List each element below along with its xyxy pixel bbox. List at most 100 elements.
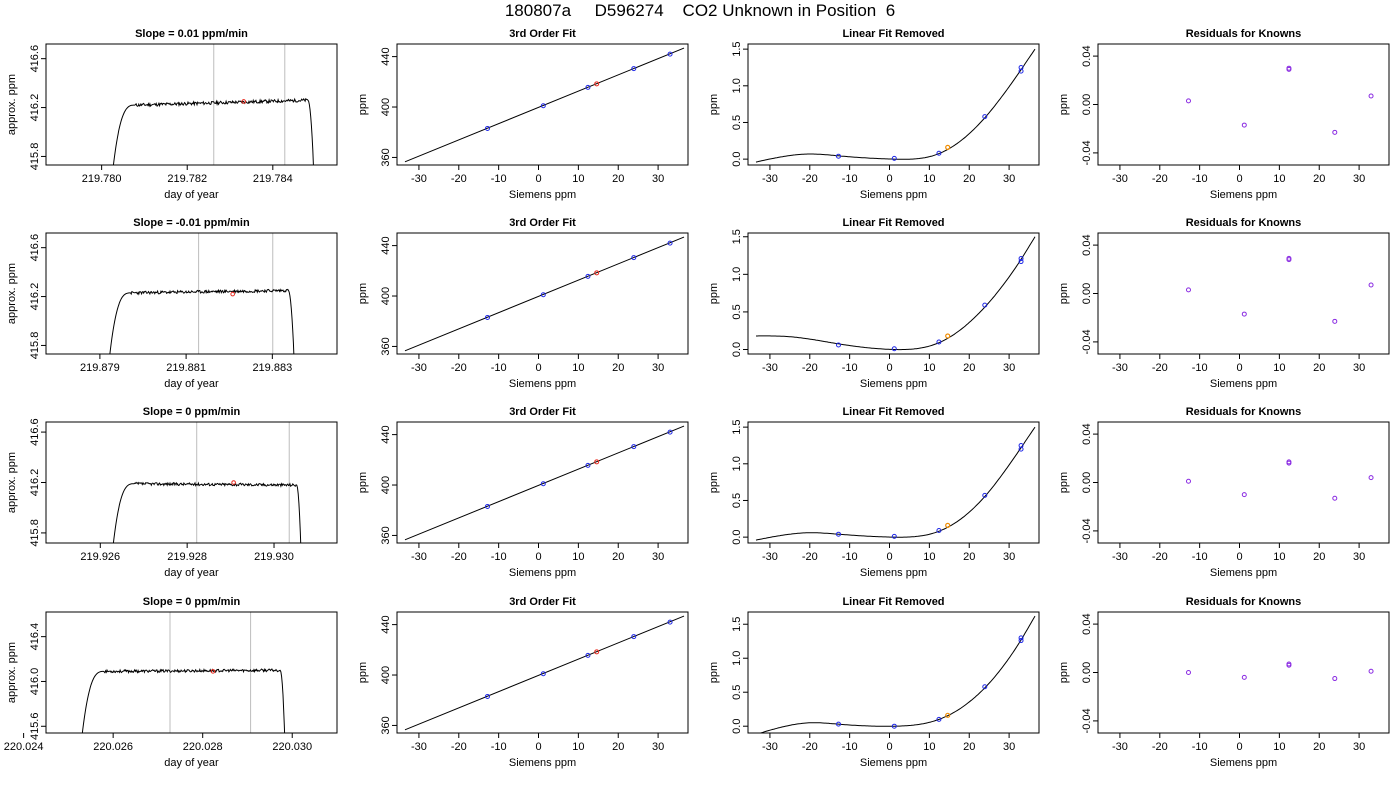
known-point [1018, 64, 1024, 70]
x-axis-label: day of year [164, 757, 219, 769]
x-axis-label: Siemens ppm [1210, 757, 1277, 769]
x-tick-label: 20 [963, 551, 975, 563]
residual-point [1185, 98, 1191, 104]
x-tick-label: 0 [535, 551, 541, 563]
y-tick-label: 360 [380, 337, 392, 355]
residual-point [1368, 475, 1374, 481]
x-axis-label: Siemens ppm [509, 189, 576, 201]
plot-area [404, 425, 685, 541]
x-axis-label: Siemens ppm [860, 757, 927, 769]
x-tick-label: -30 [762, 551, 778, 563]
residual-point [1185, 287, 1191, 293]
y-tick-label: 416.2 [29, 283, 41, 311]
y-axis-label: ppm [1058, 283, 1070, 304]
x-tick-label: 0 [1236, 551, 1242, 563]
panel-trace-row-2: Slope = 0 ppm/min 219.926 219.928 219.930 41… [6, 406, 338, 579]
chart-title: 3rd Order Fit [509, 596, 576, 608]
x-tick-label: 30 [1003, 551, 1015, 563]
x-tick-label: 220.026 [93, 741, 133, 753]
plot-area [1185, 661, 1374, 682]
x-tick-label: 20 [1313, 173, 1325, 185]
unknown-point [594, 459, 600, 465]
y-tick-label: 415.8 [29, 143, 41, 171]
x-axis-label: Siemens ppm [860, 189, 927, 201]
plot-frame [747, 611, 1040, 734]
known-point [585, 84, 591, 90]
x-tick-label: -10 [491, 551, 507, 563]
x-axis-label: day of year [164, 378, 219, 390]
known-point [936, 150, 942, 156]
x-tick-label: -20 [802, 362, 818, 374]
y-tick-label: 0.04 [1081, 423, 1093, 444]
panel-trace-row-3: Slope = 0 ppm/min 220.024 220.026 220.028 22… [4, 596, 338, 769]
y-tick-label: 0.5 [731, 115, 743, 130]
x-axis-label: Siemens ppm [1210, 567, 1277, 579]
y-tick-label: 1.5 [731, 617, 743, 632]
y-tick-label: -0.04 [1081, 329, 1093, 354]
unknown-point [594, 81, 600, 87]
panel-lfr-row-0: Linear Fit Removed -30 -20 -10 0 10 20 30 0.0 0.5… [708, 28, 1040, 201]
y-axis-label: approx. ppm [6, 74, 18, 135]
plot-frame [45, 232, 338, 355]
y-tick-label: 416.4 [29, 623, 41, 651]
residual-curve [758, 615, 1036, 733]
x-tick-label: 10 [1273, 362, 1285, 374]
x-tick-label: 0 [886, 173, 892, 185]
y-tick-label: 1.0 [731, 267, 743, 282]
plot-frame [45, 611, 338, 734]
y-tick-label: 0.04 [1081, 234, 1093, 255]
x-tick-label: 10 [923, 551, 935, 563]
known-point [631, 255, 637, 261]
residual-point [1286, 65, 1292, 71]
fit-line [404, 236, 685, 352]
y-tick-label: 416.2 [29, 469, 41, 497]
known-point [835, 531, 841, 537]
x-tick-label: -30 [411, 741, 427, 753]
x-tick-label: 10 [1273, 173, 1285, 185]
panel-lfr-row-2: Linear Fit Removed -30 -20 -10 0 10 20 30 0.0 0.5… [708, 406, 1040, 579]
y-axis-label: ppm [708, 662, 720, 683]
panel-fit-row-1: 3rd Order Fit -30 -20 -10 0 10 20 30 360 400 440 Si… [357, 217, 689, 390]
y-tick-label: 416.2 [29, 94, 41, 122]
x-tick-label: -20 [802, 551, 818, 563]
panel-lfr-row-1: Linear Fit Removed -30 -20 -10 0 10 20 30 0.0 0.5… [708, 217, 1040, 390]
y-axis-label: ppm [708, 472, 720, 493]
x-tick-label: -30 [762, 173, 778, 185]
plot-area [755, 48, 1036, 163]
x-axis-label: Siemens ppm [860, 567, 927, 579]
chart-title: Linear Fit Removed [842, 28, 944, 40]
known-point [891, 155, 897, 161]
x-tick-label: 10 [923, 173, 935, 185]
y-tick-label: 1.0 [731, 78, 743, 93]
residual-point [1185, 670, 1191, 675]
plot-area [404, 47, 685, 163]
x-tick-label: 20 [963, 173, 975, 185]
x-tick-label: -10 [1192, 173, 1208, 185]
residual-point [1368, 668, 1374, 674]
y-axis-label: ppm [1058, 94, 1070, 115]
x-axis-label: Siemens ppm [509, 378, 576, 390]
chart-title: 3rd Order Fit [509, 28, 576, 40]
x-tick-label: -10 [491, 741, 507, 753]
known-point [667, 429, 673, 435]
x-tick-label: 30 [652, 362, 664, 374]
y-tick-label: 416.6 [29, 45, 41, 73]
y-tick-label: 0.00 [1081, 662, 1093, 683]
x-tick-label: -10 [842, 173, 858, 185]
x-tick-label: -10 [491, 362, 507, 374]
plot-area [756, 236, 1036, 352]
y-tick-label: 400 [380, 287, 392, 305]
y-tick-label: 360 [380, 716, 392, 734]
y-axis-label: ppm [1058, 472, 1070, 493]
plot-frame [1097, 43, 1390, 166]
y-tick-label: 1.0 [731, 651, 743, 666]
x-axis-label: Siemens ppm [860, 378, 927, 390]
fit-line [404, 47, 685, 163]
unknown-point [945, 144, 951, 150]
known-point [484, 503, 490, 509]
known-point [540, 481, 546, 487]
known-point [936, 528, 942, 534]
residual-point [1241, 122, 1247, 128]
residual-point [1185, 478, 1191, 484]
